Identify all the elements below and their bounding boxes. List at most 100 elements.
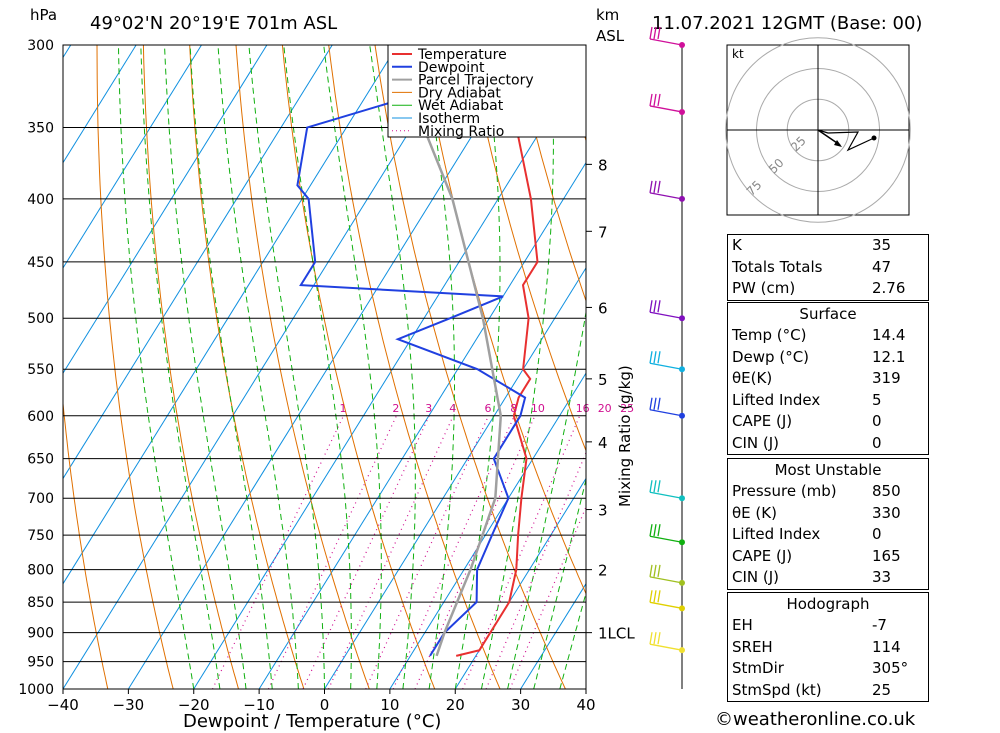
km-tick-label: 1LCL	[598, 625, 635, 643]
surface-key: θE(K)	[732, 369, 773, 387]
surface-key: Lifted Index	[732, 390, 821, 409]
mixing-ratio-line	[509, 505, 586, 689]
mixing-ratio-label: 2	[392, 402, 399, 415]
wet-adiabat-line	[140, 45, 221, 689]
most-unstable-value: 330	[872, 503, 901, 522]
hodograph-stat-key: SREH	[732, 637, 773, 656]
isotherm-line	[63, 45, 399, 585]
index-row: Totals Totals 47	[728, 257, 928, 279]
index-key: K	[732, 236, 742, 254]
hodograph-stat-key: EH	[732, 616, 753, 634]
asl-label: ASL	[596, 27, 625, 45]
wet-adiabat-line	[164, 45, 247, 689]
dry-adiabat-line	[63, 398, 109, 689]
pressure-tick-label: 450	[27, 255, 54, 271]
pressure-tick-label: 650	[27, 452, 54, 468]
wet-adiabat-line	[369, 45, 416, 689]
isotherm-line	[0, 45, 5, 689]
surface-row: CAPE (J) 0	[728, 411, 928, 433]
legend-entry: Parcel Trajectory	[418, 73, 534, 89]
km-tick-label: 8	[598, 156, 608, 174]
surface-row: Temp (°C) 14.4	[728, 325, 928, 347]
x-axis-label: Dewpoint / Temperature (°C)	[183, 711, 441, 732]
hodograph-stat-row: StmSpd (kt) 25	[728, 680, 928, 702]
dry-adiabat-line	[96, 45, 174, 689]
x-tick-label: 10	[380, 696, 399, 714]
surface-key: Temp (°C)	[732, 326, 807, 344]
most-unstable-value: 33	[872, 568, 892, 586]
isotherm-line	[63, 45, 464, 689]
pressure-unit: hPa	[30, 6, 57, 24]
hodograph-stat-row: StmDir 305°	[728, 658, 928, 680]
wet-adiabat-line	[559, 591, 586, 689]
hodograph-table: Hodograph EH -7 SREH 114 StmDir 305° StmSpd (k…	[727, 592, 929, 702]
isobar-lines: 300 350 400 450 500 550 600 650 700 750 800 850 900 9…	[18, 38, 586, 698]
mixing-ratio-label: 6	[485, 402, 492, 415]
isotherm-line	[193, 56, 586, 689]
pressure-tick-label: 500	[27, 311, 54, 327]
pressure-tick-label: 900	[27, 626, 54, 642]
surface-value: 12.1	[872, 347, 906, 366]
isotherm-line	[127, 45, 529, 689]
index-value: 47	[872, 257, 892, 276]
pressure-tick-label: 600	[27, 409, 54, 425]
footer-credit: ©weatheronline.co.uk	[715, 709, 916, 730]
mixing-ratio-label: 25	[620, 402, 634, 415]
wind-barb	[649, 590, 685, 612]
surface-row: CIN (J) 0	[728, 433, 928, 455]
surface-title: Surface	[728, 302, 928, 325]
pressure-tick-label: 800	[27, 563, 54, 579]
pressure-tick-label: 750	[27, 528, 54, 544]
wet-adiabat-line	[217, 45, 299, 689]
isotherm-line	[63, 45, 268, 375]
wind-barb	[649, 632, 685, 654]
x-tick-label: −40	[47, 696, 79, 714]
wet-adiabat-line	[118, 45, 195, 689]
legend-entry: Isotherm	[418, 111, 480, 127]
most-unstable-key: Pressure (mb)	[732, 482, 837, 500]
dry-adiabat-line	[420, 45, 586, 595]
hodograph-stat-value: 25	[872, 680, 892, 699]
surface-key: CAPE (J)	[732, 412, 793, 430]
most-unstable-key: CIN (J)	[732, 568, 780, 586]
pressure-tick-label: 550	[27, 362, 54, 378]
wet-adiabat-line	[323, 45, 382, 689]
legend-entry: Dewpoint	[418, 60, 485, 76]
hodograph-stat-value: 114	[872, 637, 901, 656]
dry-adiabat-line	[931, 45, 1000, 689]
mixing-ratio-label: 8	[510, 402, 517, 415]
surface-row: θE(K) 319	[728, 368, 928, 390]
pressure-tick-label: 350	[27, 120, 54, 136]
most-unstable-value: 165	[872, 546, 901, 565]
mixing-ratio-line	[392, 415, 515, 689]
most-unstable-value: 850	[872, 482, 901, 500]
dewpoint-line	[296, 45, 527, 657]
legend-entry: Temperature	[417, 47, 507, 63]
index-value: 35	[872, 236, 892, 254]
hodograph-stat-value: -7	[872, 616, 887, 634]
most-unstable-row: CAPE (J) 165	[728, 546, 928, 568]
parcel-trajectory-line	[399, 70, 503, 657]
km-tick-label: 6	[598, 299, 608, 317]
most-unstable-value: 0	[872, 525, 882, 543]
axes: −40 −30 −20 −10 0 10 20 30 40 8 7 6 5 4 3 2 1LCL	[47, 156, 635, 714]
wind-barb	[649, 180, 685, 202]
km-tick-label: 2	[598, 562, 608, 580]
most-unstable-row: θE (K) 330	[728, 503, 928, 525]
storm-motion-arrowhead	[834, 140, 842, 147]
surface-row: Lifted Index 5	[728, 390, 928, 412]
wind-barb	[649, 93, 685, 115]
location-title: 49°02'N 20°19'E 701m ASL	[90, 13, 337, 34]
most-unstable-row: CIN (J) 33	[728, 567, 928, 589]
wind-barb	[649, 300, 685, 322]
x-tick-label: −30	[113, 696, 145, 714]
surface-table: Surface Temp (°C) 14.4 Dewp (°C) 12.1 θE(K) 3…	[727, 302, 929, 455]
x-tick-label: −10	[243, 696, 275, 714]
legend-entry: Wet Adiabat	[418, 98, 504, 114]
pressure-tick-label: 850	[27, 595, 54, 611]
hodograph-trace	[817, 129, 875, 152]
index-key: PW (cm)	[732, 279, 796, 297]
dry-adiabat-line	[513, 45, 586, 303]
